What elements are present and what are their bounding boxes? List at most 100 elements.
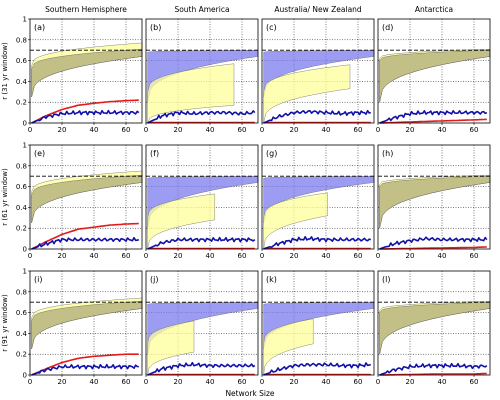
panel: (i) 0 20 40 60 0 0.2 0.4 0.6 0.8 1 r (91 yr window) — [1, 268, 143, 386]
y-tick-label: 0.6 — [16, 183, 28, 191]
x-tick-label: 60 — [122, 252, 131, 260]
x-tick-label: 20 — [174, 252, 183, 260]
overlap-band — [379, 175, 491, 229]
y-tick-label: 0.2 — [16, 351, 27, 359]
panel-frame — [29, 270, 143, 376]
x-tick-label: 20 — [290, 378, 299, 386]
overlap-band — [379, 49, 491, 103]
x-tick-label: 20 — [406, 378, 415, 386]
panel: (d) 0 20 40 60 — [376, 18, 491, 134]
panel-frame — [377, 144, 491, 250]
x-tick-label: 60 — [470, 378, 479, 386]
x-tick-label: 60 — [238, 378, 247, 386]
x-tick-label: 20 — [58, 252, 67, 260]
y-tick-label: 0.8 — [16, 288, 27, 296]
x-tick-label: 20 — [174, 126, 183, 134]
y-tick-label: 1 — [23, 142, 27, 150]
panel-frame — [377, 18, 491, 124]
column-title: Antarctica — [415, 5, 453, 14]
panel-label: (h) — [382, 149, 393, 158]
x-tick-label: 20 — [174, 378, 183, 386]
column-title: South America — [174, 5, 229, 14]
x-tick-label: 60 — [238, 252, 247, 260]
y-tick-label: 1 — [23, 16, 27, 24]
panel: (c) 0 20 40 60 — [260, 18, 375, 134]
column-title: Southern Hemisphere — [45, 5, 127, 14]
y-tick-label: 0.4 — [16, 78, 28, 86]
panel-frame — [261, 18, 375, 124]
x-tick-label: 0 — [28, 126, 32, 134]
panel-frame — [29, 18, 143, 124]
y-tick-label: 0 — [23, 246, 27, 254]
navy-series-line — [147, 236, 256, 250]
x-tick-label: 40 — [90, 378, 99, 386]
panel-label: (f) — [150, 149, 159, 158]
panel-frame — [145, 18, 259, 124]
panel-frame — [145, 270, 259, 376]
panel: (e) 0 20 40 60 0 0.2 0.4 0.6 0.8 1 r (61 yr window) — [1, 142, 143, 260]
y-axis-label: r (61 yr window) — [1, 168, 9, 226]
panel-frame — [29, 144, 143, 250]
x-tick-label: 60 — [122, 378, 131, 386]
red-series-line — [379, 118, 487, 124]
yellow-band — [147, 193, 215, 250]
panel: (l) 0 20 40 60 — [376, 270, 491, 386]
panel: (f) 0 20 40 60 — [144, 144, 259, 260]
x-tick-label: 20 — [406, 252, 415, 260]
x-tick-label: 0 — [260, 378, 264, 386]
panel-label: (i) — [34, 275, 42, 284]
y-tick-label: 0 — [23, 120, 27, 128]
y-tick-label: 0.2 — [16, 225, 27, 233]
overlap-band — [379, 301, 491, 355]
x-tick-label: 40 — [206, 378, 215, 386]
navy-series-line — [31, 363, 139, 376]
x-tick-label: 60 — [122, 126, 131, 134]
navy-series-line — [379, 110, 488, 124]
panel: (h) 0 20 40 60 — [376, 144, 491, 260]
x-tick-label: 0 — [144, 126, 148, 134]
x-tick-label: 60 — [238, 126, 247, 134]
x-tick-label: 0 — [260, 252, 264, 260]
x-tick-label: 0 — [376, 252, 380, 260]
x-tick-label: 60 — [354, 252, 363, 260]
navy-series-line — [147, 110, 256, 124]
panel-label: (d) — [382, 23, 393, 32]
red-series-line — [31, 222, 139, 250]
panel: (b) 0 20 40 60 — [144, 18, 259, 134]
yellow-band — [147, 63, 235, 124]
x-tick-label: 0 — [260, 126, 264, 134]
y-tick-label: 0.6 — [16, 57, 28, 65]
x-tick-label: 0 — [144, 252, 148, 260]
navy-series-line — [147, 361, 256, 376]
x-tick-label: 40 — [206, 252, 215, 260]
x-tick-label: 40 — [438, 126, 447, 134]
x-tick-label: 40 — [322, 252, 331, 260]
column-title: Australia/ New Zealand — [274, 5, 362, 14]
x-tick-label: 40 — [438, 252, 447, 260]
y-axis-label: r (31 yr window) — [1, 42, 9, 100]
panel-label: (l) — [382, 275, 390, 284]
x-tick-label: 0 — [376, 126, 380, 134]
panel-label: (g) — [266, 149, 277, 158]
x-tick-label: 40 — [90, 126, 99, 134]
yellow-band — [263, 192, 328, 250]
x-tick-label: 20 — [406, 126, 415, 134]
navy-series-line — [263, 362, 372, 376]
panel-frame — [261, 270, 375, 376]
x-tick-label: 60 — [470, 252, 479, 260]
panel-label: (k) — [266, 275, 277, 284]
yellow-band — [263, 318, 314, 376]
y-tick-label: 1 — [23, 268, 27, 276]
x-tick-label: 0 — [28, 252, 32, 260]
panel-label: (j) — [150, 275, 158, 284]
y-tick-label: 0.2 — [16, 99, 27, 107]
x-tick-label: 60 — [354, 126, 363, 134]
yellow-band — [263, 64, 351, 124]
x-tick-label: 40 — [322, 378, 331, 386]
navy-series-line — [379, 362, 488, 376]
x-tick-label: 20 — [58, 126, 67, 134]
panel: (j) 0 20 40 60 — [144, 270, 259, 386]
x-tick-label: 0 — [144, 378, 148, 386]
panel: (g) 0 20 40 60 — [260, 144, 375, 260]
